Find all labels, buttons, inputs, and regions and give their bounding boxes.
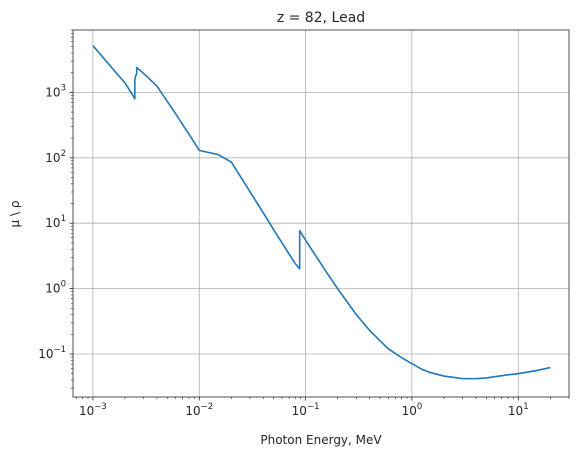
major-ticks xyxy=(69,92,519,401)
y-tick-label: 103 xyxy=(45,83,66,99)
y-tick-label: 101 xyxy=(45,214,66,230)
x-tick-label: 100 xyxy=(402,402,423,418)
x-tick-labels: 10−3 10−2 10−1 100 101 xyxy=(79,402,529,418)
y-tick-label: 100 xyxy=(45,280,66,296)
x-tick-label: 10−1 xyxy=(292,402,320,418)
x-tick-label: 101 xyxy=(508,402,529,418)
x-axis-label: Photon Energy, MeV xyxy=(260,433,382,447)
plot-frame xyxy=(72,29,570,398)
chart-title: z = 82, Lead xyxy=(277,10,365,26)
y-tick-labels: 10−1 100 101 102 103 xyxy=(38,83,66,361)
grid xyxy=(73,30,569,397)
y-axis-label: μ \ ρ xyxy=(8,201,22,228)
x-tick-label: 10−3 xyxy=(79,402,107,418)
series-line xyxy=(92,45,551,380)
y-tick-label: 102 xyxy=(45,149,66,165)
x-tick-label: 10−2 xyxy=(185,402,213,418)
y-tick-label: 10−1 xyxy=(38,345,66,361)
